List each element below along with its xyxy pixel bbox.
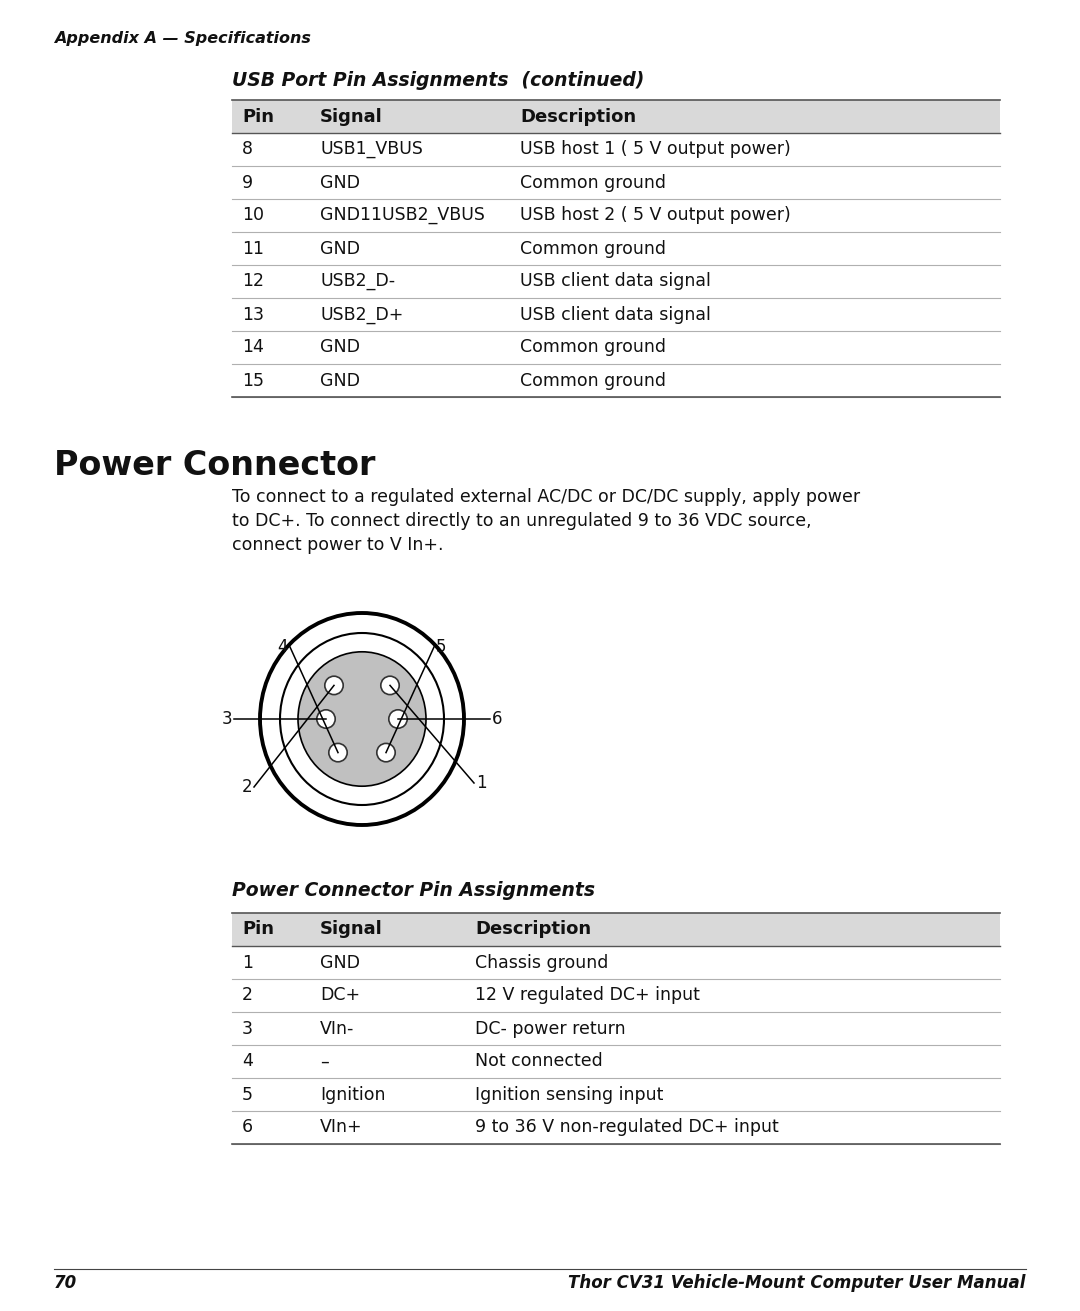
Text: GND: GND [320, 371, 360, 389]
Text: Ignition sensing input: Ignition sensing input [475, 1086, 663, 1104]
Text: 9: 9 [242, 173, 253, 191]
Text: DC- power return: DC- power return [475, 1020, 625, 1037]
Ellipse shape [280, 633, 444, 805]
Text: 1: 1 [475, 773, 486, 792]
Text: VIn-: VIn- [320, 1020, 354, 1037]
Text: GND11USB2_VBUS: GND11USB2_VBUS [320, 207, 485, 224]
Text: USB host 2 ( 5 V output power): USB host 2 ( 5 V output power) [519, 207, 791, 224]
Text: 3: 3 [242, 1020, 253, 1037]
Text: USB Port Pin Assignments  (continued): USB Port Pin Assignments (continued) [232, 71, 645, 89]
Text: 15: 15 [242, 371, 264, 389]
Circle shape [381, 676, 400, 695]
Ellipse shape [298, 652, 426, 787]
Text: GND: GND [320, 338, 360, 357]
Text: 12 V regulated DC+ input: 12 V regulated DC+ input [475, 986, 700, 1004]
Circle shape [325, 676, 343, 695]
Text: Power Connector Pin Assignments: Power Connector Pin Assignments [232, 881, 595, 901]
Text: 10: 10 [242, 207, 264, 224]
Circle shape [328, 743, 347, 762]
Text: 6: 6 [491, 711, 502, 728]
Text: 13: 13 [242, 305, 264, 324]
Text: Common ground: Common ground [519, 338, 666, 357]
Text: Appendix A — Specifications: Appendix A — Specifications [54, 30, 311, 46]
Circle shape [389, 709, 407, 728]
Text: To connect to a regulated external AC/DC or DC/DC supply, apply power: To connect to a regulated external AC/DC… [232, 488, 860, 506]
Text: 6: 6 [242, 1118, 253, 1137]
Text: 5: 5 [242, 1086, 253, 1104]
Text: 4: 4 [278, 638, 288, 656]
Bar [232, 912, 1000, 947]
Text: connect power to V In+.: connect power to V In+. [232, 536, 444, 555]
Text: Pin: Pin [242, 108, 274, 126]
Text: Chassis ground: Chassis ground [475, 953, 608, 971]
Text: Signal: Signal [320, 920, 382, 939]
Circle shape [316, 709, 335, 728]
Text: 3: 3 [221, 711, 232, 728]
Text: 70: 70 [54, 1274, 78, 1293]
Text: 12: 12 [242, 273, 264, 291]
Text: Signal: Signal [320, 108, 382, 126]
Ellipse shape [260, 614, 464, 825]
Text: USB1_VBUS: USB1_VBUS [320, 140, 423, 159]
Text: 1: 1 [242, 953, 253, 971]
Text: 11: 11 [242, 240, 264, 257]
Text: Pin: Pin [242, 920, 274, 939]
Text: USB client data signal: USB client data signal [519, 273, 711, 291]
Text: USB host 1 ( 5 V output power): USB host 1 ( 5 V output power) [519, 140, 791, 159]
Text: to DC+. To connect directly to an unregulated 9 to 36 VDC source,: to DC+. To connect directly to an unregu… [232, 513, 812, 530]
Bar [232, 100, 1000, 132]
Text: Not connected: Not connected [475, 1053, 603, 1071]
Text: 8: 8 [242, 140, 253, 159]
Text: USB2_D+: USB2_D+ [320, 305, 403, 324]
Text: Common ground: Common ground [519, 240, 666, 257]
Text: –: – [320, 1053, 328, 1071]
Text: 14: 14 [242, 338, 264, 357]
Text: 2: 2 [242, 986, 253, 1004]
Text: 9 to 36 V non-regulated DC+ input: 9 to 36 V non-regulated DC+ input [475, 1118, 779, 1137]
Text: VIn+: VIn+ [320, 1118, 363, 1137]
Text: GND: GND [320, 240, 360, 257]
Text: 4: 4 [242, 1053, 253, 1071]
Text: Common ground: Common ground [519, 371, 666, 389]
Text: Description: Description [475, 920, 591, 939]
Text: USB client data signal: USB client data signal [519, 305, 711, 324]
Circle shape [377, 743, 395, 762]
Text: 5: 5 [435, 638, 446, 656]
Text: GND: GND [320, 173, 360, 191]
Text: DC+: DC+ [320, 986, 360, 1004]
Text: 2: 2 [242, 777, 253, 796]
Text: Thor CV31 Vehicle-Mount Computer User Manual: Thor CV31 Vehicle-Mount Computer User Ma… [568, 1274, 1026, 1293]
Text: Ignition: Ignition [320, 1086, 386, 1104]
Text: Power Connector: Power Connector [54, 448, 376, 482]
Text: GND: GND [320, 953, 360, 971]
Text: USB2_D-: USB2_D- [320, 273, 395, 291]
Text: Common ground: Common ground [519, 173, 666, 191]
Text: Description: Description [519, 108, 636, 126]
